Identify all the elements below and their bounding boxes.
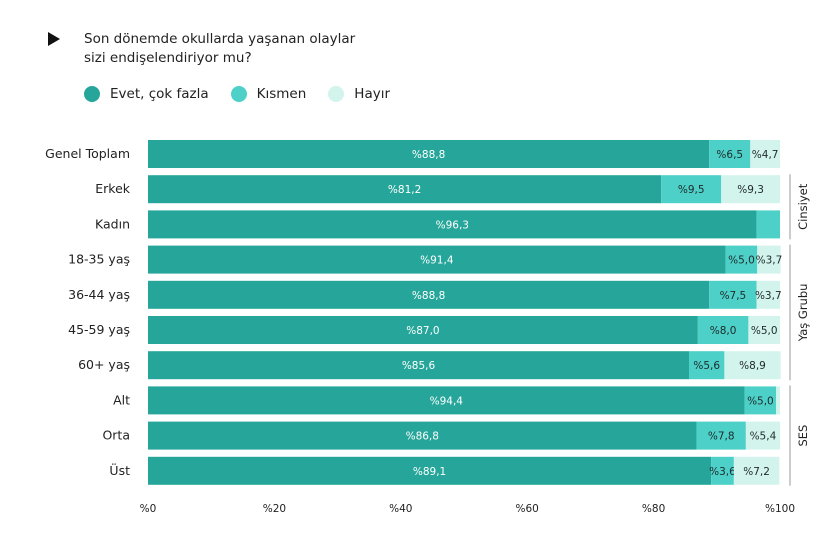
- data-label: %5,4: [750, 431, 777, 443]
- legend-item-kismen: Kısmen: [230, 86, 307, 102]
- bar-segment-hayir: [756, 280, 780, 309]
- category-label: Orta: [102, 428, 130, 443]
- category-label: Kadın: [95, 216, 130, 231]
- data-label: %87,0: [406, 325, 439, 337]
- bar-segment-kismen: [661, 175, 722, 204]
- bar-segment-hayir: [757, 245, 781, 274]
- bar-segment-evet: [148, 245, 726, 274]
- legend-swatch: [230, 86, 247, 102]
- play-arrow-icon: [48, 32, 60, 46]
- bar-segment-kismen: [744, 386, 777, 415]
- category-label: Alt: [113, 392, 130, 407]
- x-tick-label: %20: [263, 503, 286, 515]
- legend-swatch: [328, 86, 345, 102]
- data-label: %9,3: [737, 184, 764, 196]
- legend: Evet, çok fazla Kısmen Hayır: [84, 86, 412, 102]
- category-label: 45-59 yaş: [68, 322, 130, 337]
- data-label: %88,8: [412, 290, 445, 302]
- data-label: %81,2: [388, 184, 421, 196]
- bar-segment-evet: [148, 351, 689, 380]
- data-label: %3,7: [755, 290, 782, 302]
- category-label: Genel Toplam: [45, 146, 130, 161]
- group-label: SES: [796, 425, 810, 447]
- data-label: %85,6: [402, 360, 436, 372]
- data-label: %9,5: [678, 184, 705, 196]
- data-label: %5,0: [751, 325, 778, 337]
- data-label: %7,5: [720, 290, 747, 302]
- data-label: %7,2: [743, 466, 770, 478]
- chart-title: Son dönemde okullarda yaşanan olaylar si…: [84, 31, 356, 66]
- data-label: %3,7: [756, 255, 783, 267]
- bar-segment-kismen: [711, 456, 734, 485]
- data-label: %5,0: [747, 395, 774, 407]
- bar-segment-hayir: [724, 351, 781, 380]
- data-label: %5,0: [728, 255, 755, 267]
- bar-segment-hayir: [750, 140, 780, 168]
- bar-segment-kismen: [696, 421, 746, 450]
- group-label: Cinsiyet: [796, 183, 810, 230]
- bar-segment-evet: [148, 316, 698, 344]
- data-label: %3,6: [709, 466, 736, 478]
- bar-segment-evet: [148, 456, 712, 485]
- legend-swatch: [84, 86, 100, 102]
- legend-label: Kısmen: [256, 86, 307, 102]
- data-label: %7,8: [708, 431, 735, 443]
- data-label: %4,7: [752, 149, 779, 161]
- bar-segment-hayir: [776, 386, 780, 415]
- data-label: %94,4: [430, 395, 464, 407]
- group-label: Yaş Grubu: [796, 284, 810, 343]
- bar-segment-evet: [148, 175, 662, 204]
- data-label: %86,8: [406, 431, 439, 443]
- bar-segment-evet: [148, 421, 697, 450]
- bar-segment-kismen: [688, 351, 725, 380]
- category-label: 36-44 yaş: [68, 287, 130, 302]
- bar-segment-hayir: [721, 175, 780, 204]
- data-label: %5,6: [693, 360, 720, 372]
- category-label: Erkek: [95, 181, 131, 196]
- bar-segment-kismen: [756, 210, 780, 239]
- data-label: %8,9: [739, 360, 766, 372]
- data-label: %96,3: [436, 219, 469, 231]
- data-label: %6,5: [716, 149, 743, 161]
- data-label: %8,0: [710, 325, 737, 337]
- category-label: 60+ yaş: [78, 357, 130, 372]
- data-label: %88,8: [412, 149, 445, 161]
- category-label: 18-35 yaş: [68, 252, 130, 267]
- bar-segment-evet: [148, 386, 745, 415]
- bar-segment-hayir: [745, 421, 780, 450]
- category-label: Üst: [109, 462, 130, 478]
- bar-segment-hayir: [748, 316, 780, 344]
- bar-segment-hayir: [733, 456, 780, 485]
- x-tick-label: %40: [389, 503, 412, 515]
- data-label: %89,1: [413, 466, 446, 478]
- bar-segment-kismen: [725, 245, 758, 274]
- legend-item-evet: Evet, çok fazla: [84, 86, 209, 102]
- bar-segment-evet: [148, 140, 710, 168]
- bar-segment-kismen: [709, 280, 757, 309]
- x-tick-label: %100: [765, 503, 795, 515]
- bar-segment-evet: [148, 210, 757, 239]
- legend-label: Evet, çok fazla: [110, 86, 209, 102]
- bar-segment-kismen: [709, 140, 751, 168]
- data-label: %91,4: [420, 255, 454, 267]
- bar-segment-kismen: [697, 316, 749, 344]
- x-tick-label: %0: [140, 503, 157, 515]
- x-tick-label: %60: [516, 503, 539, 515]
- bar-segment-evet: [148, 280, 710, 309]
- x-tick-label: %80: [642, 503, 665, 515]
- legend-item-hayir: Hayır: [328, 86, 390, 102]
- legend-label: Hayır: [354, 86, 391, 102]
